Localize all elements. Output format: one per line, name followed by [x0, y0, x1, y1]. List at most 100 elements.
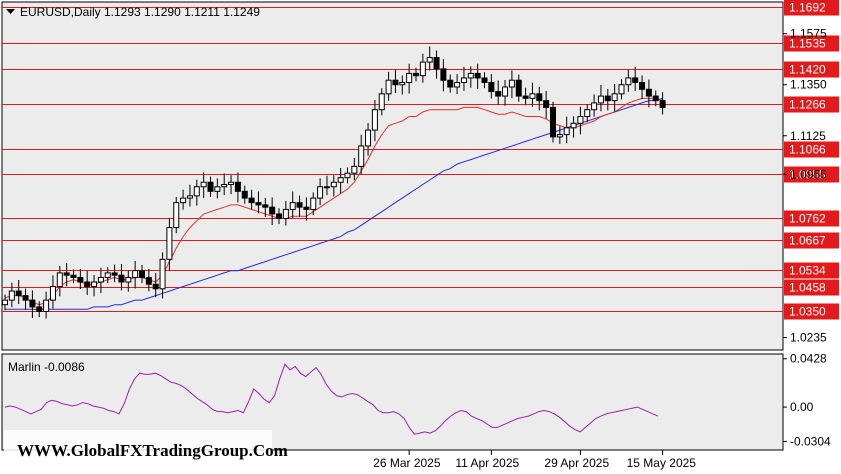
candle-body — [543, 100, 550, 108]
candle-body — [77, 276, 84, 283]
candle-body — [556, 134, 563, 138]
candle-body — [104, 272, 111, 278]
candle-body — [639, 81, 646, 90]
candle-body — [584, 109, 591, 117]
level-label-bg — [784, 232, 839, 249]
price-panel — [1, 1, 784, 351]
candle-body — [207, 181, 214, 192]
level-label: 1.1535 — [789, 37, 826, 51]
candle-body — [502, 86, 509, 97]
candle-body — [2, 299, 8, 306]
candle-body — [56, 272, 63, 288]
candle-body — [173, 202, 180, 229]
candle-body — [645, 88, 652, 97]
marlin-line — [4, 363, 659, 435]
candle-body — [228, 181, 235, 186]
candle-body — [70, 274, 77, 278]
watermark-backdrop — [4, 430, 272, 474]
candle-body — [467, 72, 474, 79]
time-axis: 26 Mar 2025 11 Apr 2025 29 Apr 2025 15 May … — [373, 450, 696, 470]
candle-body — [43, 299, 50, 312]
price-axis: 1.1575 1.1350 1.1125 1.0955 1.0235 — [783, 27, 827, 345]
osc-tick-label: 0.0428 — [790, 352, 827, 366]
candle-body — [214, 186, 221, 192]
candle-body — [97, 276, 104, 283]
level-label-bg — [784, 61, 839, 78]
time-tick-label: 11 Apr 2025 — [455, 456, 519, 470]
candle-body — [15, 290, 22, 297]
level-label-bg — [784, 166, 839, 183]
candle-body — [180, 197, 187, 204]
level-label-bg — [784, 0, 839, 16]
candle-body — [426, 57, 433, 63]
level-label: 1.0762 — [789, 212, 826, 226]
candle-body — [358, 145, 365, 167]
candle-body — [659, 100, 666, 108]
chart-menu-triangle-icon[interactable] — [6, 9, 15, 14]
candle-body — [440, 68, 447, 81]
candle-body — [488, 81, 495, 93]
level-label: 1.1266 — [789, 98, 826, 112]
candle-body — [563, 127, 570, 136]
level-lines: 1.1692 1.1535 1.1420 1.1266 1.1066 1.0955 1.07… — [2, 0, 839, 320]
candle-body — [344, 172, 351, 179]
candle-body — [406, 72, 413, 83]
candle-body — [49, 286, 56, 301]
candle-body — [221, 184, 228, 188]
candle-body — [276, 213, 282, 220]
candle-body — [310, 197, 317, 210]
candle-body — [84, 281, 91, 288]
candle-body — [604, 95, 611, 102]
candle-body — [392, 79, 399, 86]
level-label: 1.0955 — [789, 168, 826, 182]
candle-body — [159, 258, 166, 290]
candle-body — [241, 190, 248, 199]
time-tick-label: 26 Mar 2025 — [373, 456, 441, 470]
candle-body — [591, 102, 598, 111]
level-label: 1.1420 — [789, 63, 826, 77]
level-label: 1.1066 — [789, 143, 826, 157]
candle-body — [296, 202, 303, 208]
time-tick-label: 15 May 2025 — [627, 456, 697, 470]
candle-body — [262, 204, 269, 208]
candle-body — [536, 93, 543, 102]
candle-body — [125, 276, 132, 283]
candle-body — [447, 79, 454, 88]
level-label: 1.0534 — [789, 264, 826, 278]
candle-body — [330, 181, 337, 188]
oscillator-axis: 0.0428 0.00 -0.0304 — [783, 352, 831, 448]
candle-body — [529, 93, 536, 99]
osc-tick-label: -0.0304 — [790, 434, 831, 448]
candle-body — [36, 306, 43, 312]
candle-body — [365, 129, 372, 147]
candle-body — [433, 57, 440, 70]
price-tick-label: 1.0955 — [790, 167, 827, 181]
candle-body — [193, 186, 200, 197]
level-label: 1.0458 — [789, 281, 826, 295]
ohlc-values: 1.1293 1.1290 1.1211 1.1249 — [104, 5, 260, 19]
price-tick-label: 1.1125 — [790, 129, 826, 143]
level-label-bg — [784, 262, 839, 279]
candle-body — [611, 93, 618, 102]
candle-body — [495, 91, 502, 97]
level-label: 1.1692 — [789, 1, 826, 15]
candle-body — [577, 115, 584, 124]
candle-body — [289, 202, 296, 210]
candle-body — [248, 197, 255, 204]
level-label-bg — [784, 96, 839, 113]
candle-body — [351, 165, 358, 174]
candle-body — [419, 61, 426, 77]
candle-body — [515, 79, 522, 97]
candle-body — [166, 227, 173, 260]
level-label-bg — [784, 35, 839, 52]
candle-body — [139, 270, 145, 278]
candle-body — [29, 299, 36, 308]
candle-body — [522, 95, 529, 99]
candle-body — [282, 208, 289, 220]
candle-body — [385, 79, 392, 95]
candle-body — [234, 181, 241, 192]
candle-body — [22, 295, 29, 301]
candle-body — [118, 274, 125, 283]
candle-body — [323, 186, 330, 189]
